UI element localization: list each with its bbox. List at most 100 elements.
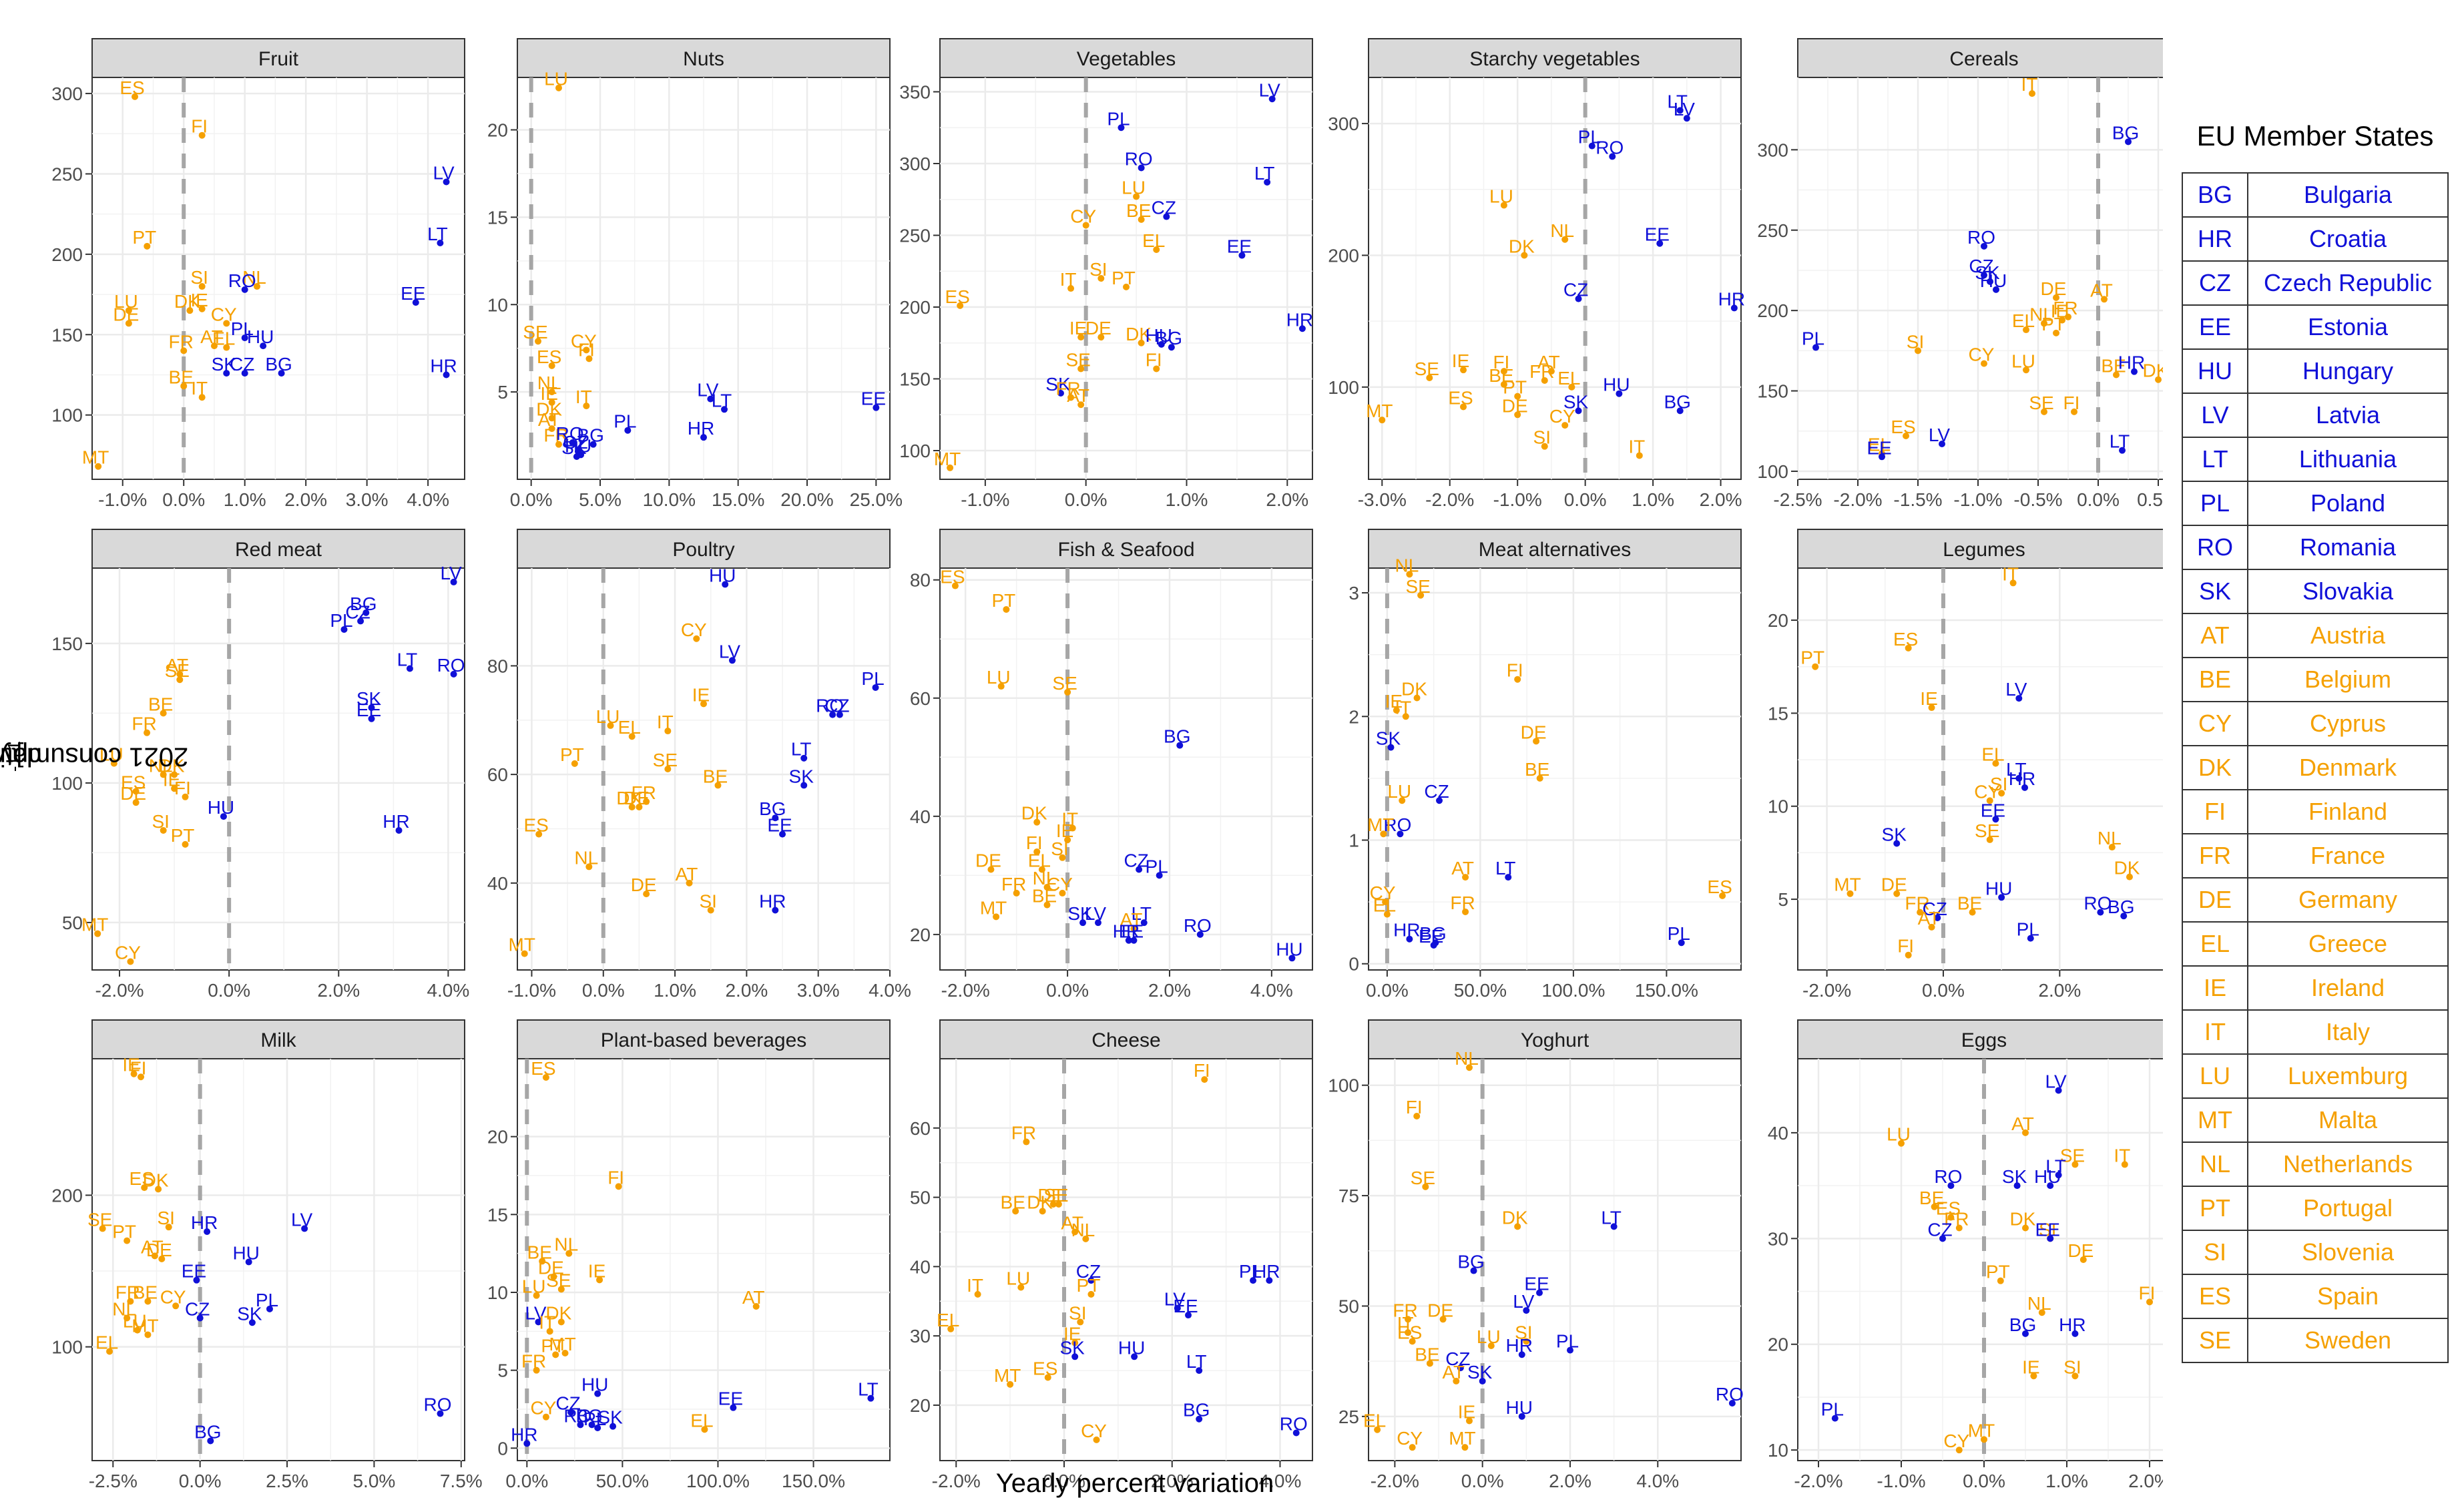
data-point-el — [1992, 760, 1999, 767]
data-point-lt — [2119, 447, 2126, 454]
data-point-pl — [1812, 344, 1819, 351]
point-label-se: SE — [87, 1209, 112, 1230]
point-label-lv: LV — [1259, 79, 1280, 100]
data-point-el — [628, 733, 636, 740]
data-point-nl — [2041, 320, 2047, 327]
point-label-mt: MT — [132, 1315, 158, 1336]
point-label-lt: LT — [1186, 1351, 1207, 1372]
x-tick-label: -0.5% — [2013, 489, 2062, 510]
data-point-pl — [872, 684, 879, 691]
data-point-lv — [2055, 1087, 2062, 1094]
data-point-be — [1931, 1203, 1938, 1210]
y-tick-label: 20 — [910, 1395, 931, 1416]
data-point-lt — [437, 240, 444, 247]
point-label-el: EL — [937, 1310, 959, 1330]
legend-row-lt: LT Lithuania — [2182, 437, 2449, 482]
point-label-cy: CY — [1370, 883, 1396, 903]
point-label-bg: BG — [1164, 726, 1190, 747]
legend-code: SI — [2182, 1230, 2248, 1275]
data-point-ro — [2097, 909, 2104, 916]
x-tick-label: 2.0% — [1266, 489, 1308, 510]
legend-code: CY — [2182, 701, 2248, 746]
point-label-hu: HU — [208, 797, 234, 818]
y-tick-label: 15 — [487, 1204, 508, 1225]
point-label-cz: CZ — [1969, 256, 1993, 276]
point-label-ro: RO — [1596, 137, 1624, 158]
point-label-el: EL — [1028, 850, 1051, 871]
data-point-sk — [1479, 1377, 1486, 1384]
point-label-cy: CY — [115, 942, 141, 963]
data-point-nl — [160, 771, 167, 778]
y-tick-label: 60 — [910, 1118, 931, 1139]
x-tick-label: 0.0% — [1065, 489, 1108, 510]
data-point-pt — [552, 1351, 559, 1358]
legend-row-pl: PL Poland — [2182, 481, 2449, 526]
legend-row-ee: EE Estonia — [2182, 304, 2449, 350]
data-point-pl — [1118, 124, 1125, 132]
y-tick-label: 150 — [51, 634, 83, 654]
point-label-se: SE — [1411, 1168, 1435, 1188]
y-tick-label: 20 — [1768, 610, 1788, 631]
point-label-ro: RO — [556, 423, 584, 444]
panel-title: Nuts — [683, 48, 724, 70]
data-point-cy — [542, 1413, 549, 1421]
point-label-hu: HU — [1118, 1337, 1145, 1358]
point-label-dk: DK — [1509, 236, 1535, 256]
panel-title: Cheese — [1091, 1029, 1160, 1051]
point-label-ro: RO — [563, 1405, 591, 1426]
point-label-bg: BG — [2112, 122, 2139, 143]
point-label-se: SE — [2060, 1145, 2085, 1166]
x-tick-label: -2.0% — [95, 980, 144, 1001]
x-tick-label: 0.0% — [1922, 980, 1965, 1001]
panel-red-meat: Red meat-2.0% 0.0% 2.0% 4.0%50100150LVBGCZP… — [51, 529, 469, 1001]
legend-row-be: BE Belgium — [2182, 657, 2449, 702]
data-point-mt — [1380, 830, 1387, 838]
data-point-el — [2023, 326, 2029, 334]
point-label-bg: BG — [1664, 391, 1690, 412]
data-point-ie — [171, 785, 178, 792]
legend-code: LU — [2182, 1053, 2248, 1099]
data-point-fi — [138, 1073, 145, 1081]
x-tick-label: -2.5% — [89, 1471, 138, 1491]
data-point-sk — [368, 704, 375, 712]
x-tick-label: 50.0% — [1454, 980, 1507, 1001]
plot-area — [91, 77, 465, 480]
point-label-lu: LU — [987, 667, 1011, 688]
point-label-fi: FI — [1897, 936, 1914, 957]
point-label-es: ES — [524, 815, 549, 836]
data-point-mt — [1461, 1444, 1469, 1451]
y-tick-label: 40 — [1768, 1123, 1788, 1144]
data-point-ro — [1947, 1182, 1955, 1190]
data-point-bg — [207, 1437, 214, 1445]
point-label-es: ES — [1936, 1198, 1961, 1219]
data-point-it — [1402, 713, 1409, 720]
data-point-nl — [548, 389, 555, 396]
data-point-nl — [2108, 844, 2116, 851]
data-point-lv — [1268, 95, 1276, 103]
point-label-ro: RO — [2083, 893, 2112, 914]
y-tick-label: 10 — [487, 1282, 508, 1303]
point-label-es: ES — [1033, 1358, 1057, 1378]
point-label-dk: DK — [1502, 1207, 1528, 1228]
data-point-cy — [223, 320, 230, 327]
point-label-pt: PT — [171, 825, 195, 846]
point-label-sk: SK — [356, 688, 382, 709]
point-label-ie: IE — [190, 290, 208, 310]
data-point-fr — [2065, 313, 2071, 320]
point-label-at: AT — [141, 1236, 164, 1257]
data-point-sk — [1079, 919, 1087, 927]
data-point-lv — [301, 1225, 308, 1232]
point-label-es: ES — [1893, 629, 1918, 650]
point-label-dk: DK — [143, 1170, 169, 1190]
data-point-it — [2121, 1161, 2128, 1168]
point-label-lu: LU — [1489, 186, 1513, 206]
data-point-el — [701, 1426, 708, 1433]
point-label-ro: RO — [1716, 1384, 1744, 1405]
y-tick-label: 200 — [51, 1185, 83, 1206]
point-label-be: BE — [1525, 759, 1549, 780]
data-point-fr — [180, 347, 188, 354]
data-point-el — [947, 1325, 955, 1332]
point-label-sk: SK — [2002, 1166, 2027, 1187]
x-tick-label: 5.0% — [352, 1471, 395, 1491]
data-point-hr — [1406, 935, 1413, 943]
